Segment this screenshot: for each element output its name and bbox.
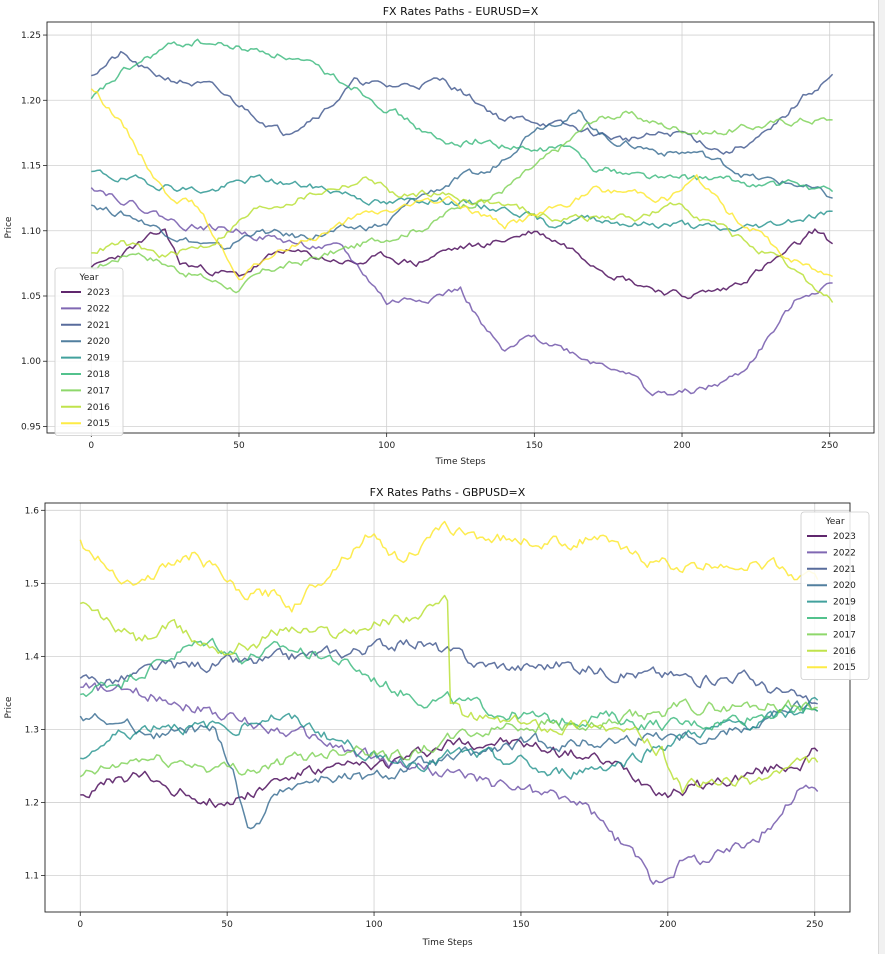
window-edge-strip (878, 0, 885, 954)
series-line-2016 (80, 594, 819, 794)
eurusd-y-axis-label: Price (4, 216, 14, 238)
legend-label-2016: 2016 (87, 403, 110, 413)
y-tick-label: 1.4 (25, 652, 40, 662)
y-tick-label: 1.2 (25, 798, 39, 808)
gbpusd-legend: Year 2023 2022 2021 2020 2019 2018 2017 2016 2015 (800, 511, 870, 681)
legend-label-2017: 2017 (833, 630, 856, 640)
eurusd-legend: Year 2023 2022 2021 2020 2019 2018 2017 2016 2015 (54, 267, 124, 437)
y-tick-label: 1.25 (21, 31, 41, 41)
x-tick-label: 0 (88, 441, 94, 451)
series-line-2023 (80, 737, 819, 809)
series-line-2022 (80, 682, 819, 885)
legend-label-2023: 2023 (87, 288, 110, 298)
x-tick-label: 200 (659, 920, 676, 930)
legend-title: Year (78, 273, 98, 283)
y-tick-label: 1.5 (25, 579, 39, 589)
y-tick-label: 0.95 (21, 422, 41, 432)
series-line-2018 (80, 637, 819, 732)
legend-label-2018: 2018 (833, 614, 856, 624)
gbpusd-y-axis-label: Price (4, 696, 14, 718)
legend-label-2019: 2019 (833, 598, 856, 608)
series-line-2020 (91, 109, 833, 250)
y-tick-label: 1.05 (21, 292, 41, 302)
legend-label-2023: 2023 (833, 532, 856, 542)
x-tick-label: 250 (806, 920, 823, 930)
x-tick-label: 0 (77, 920, 83, 930)
y-tick-label: 1.00 (21, 357, 41, 367)
series-line-2015 (90, 88, 833, 281)
legend-label-2016: 2016 (833, 647, 856, 657)
legend-label-2022: 2022 (87, 304, 110, 314)
eurusd-chart-title: FX Rates Paths - EURUSD=X (383, 5, 539, 18)
series-line-2019 (80, 696, 819, 780)
y-tick-label: 1.6 (25, 506, 40, 516)
legend-label-2021: 2021 (833, 565, 856, 575)
legend-box (54, 267, 124, 437)
x-tick-label: 100 (365, 920, 382, 930)
series-line-2017 (90, 110, 833, 294)
eurusd-plot-area (47, 22, 874, 433)
y-tick-label: 1.1 (25, 871, 39, 881)
legend-label-2021: 2021 (87, 321, 110, 331)
y-tick-label: 1.15 (21, 162, 41, 172)
gbpusd-plot-frame (44, 502, 851, 913)
legend-label-2015: 2015 (87, 419, 110, 429)
series-line-2023 (90, 228, 834, 300)
series-line-2022 (90, 187, 833, 397)
x-tick-label: 200 (673, 441, 690, 451)
eurusd-plot-frame (46, 21, 875, 434)
y-tick-label: 1.10 (21, 227, 41, 237)
gbpusd-chart: 0 50 100 150 200 250 1.1 1.2 1.3 1.4 1.5 1.6 FX Rate… (4, 486, 870, 948)
gbpusd-series-group (79, 520, 819, 885)
series-line-2016 (91, 176, 834, 303)
x-tick-label: 150 (512, 920, 529, 930)
x-tick-label: 50 (233, 441, 245, 451)
gbpusd-plot-area (45, 503, 850, 912)
legend-label-2015: 2015 (833, 663, 856, 673)
y-tick-label: 1.3 (25, 725, 39, 735)
legend-title: Year (824, 517, 844, 527)
x-tick-label: 100 (378, 441, 395, 451)
series-line-2018 (90, 38, 834, 193)
legend-label-2020: 2020 (833, 581, 856, 591)
eurusd-chart: 0 50 100 150 200 250 0.95 1.00 1.05 1.10 1.15 1.20 1… (4, 5, 875, 467)
series-line-2017 (79, 698, 818, 778)
x-tick-label: 150 (526, 441, 543, 451)
series-line-2020 (79, 700, 819, 830)
x-tick-label: 250 (821, 441, 838, 451)
gbpusd-x-axis-label: Time Steps (421, 938, 472, 948)
eurusd-x-axis-label: Time Steps (434, 457, 485, 467)
y-tick-label: 1.20 (21, 96, 41, 106)
legend-label-2017: 2017 (87, 386, 110, 396)
gbpusd-chart-title: FX Rates Paths - GBPUSD=X (370, 486, 526, 499)
x-tick-label: 50 (221, 920, 233, 930)
series-line-2015 (79, 520, 819, 613)
legend-label-2019: 2019 (87, 354, 110, 364)
legend-label-2020: 2020 (87, 337, 110, 347)
legend-label-2022: 2022 (833, 548, 856, 558)
legend-box (800, 511, 870, 681)
eurusd-series-group (90, 38, 834, 397)
series-line-2021 (91, 50, 834, 155)
legend-label-2018: 2018 (87, 370, 110, 380)
